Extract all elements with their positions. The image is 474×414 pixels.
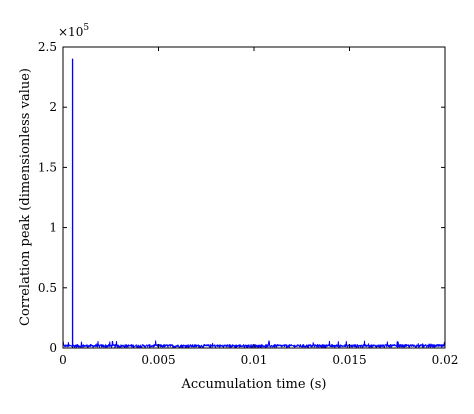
y-axis-label: Correlation peak (dimensionless value) (18, 68, 33, 326)
x-ticks: 0 0.005 0.01 0.015 0.02 (59, 47, 458, 367)
y-tick-label: 2 (49, 100, 57, 114)
x-axis-label: Accumulation time (s) (181, 377, 327, 392)
y-multiplier: ×105 (58, 23, 89, 39)
plot-area-background (63, 47, 445, 348)
x-tick-label: 0.005 (141, 353, 175, 367)
x-tick-label: 0.01 (241, 353, 268, 367)
x-tick-label: 0.015 (332, 353, 366, 367)
y-ticks: 0 0.5 1 1.5 2 2.5 (38, 40, 445, 355)
x-tick-label: 0.02 (432, 353, 459, 367)
y-multiplier-base: ×10 (58, 25, 83, 39)
y-tick-label: 1 (49, 221, 57, 235)
y-multiplier-exponent: 5 (83, 23, 89, 33)
x-tick-label: 0 (59, 353, 67, 367)
y-tick-label: 2.5 (38, 40, 57, 54)
y-tick-label: 0 (49, 341, 57, 355)
y-tick-label: 0.5 (38, 281, 57, 295)
y-tick-label: 1.5 (38, 160, 57, 174)
